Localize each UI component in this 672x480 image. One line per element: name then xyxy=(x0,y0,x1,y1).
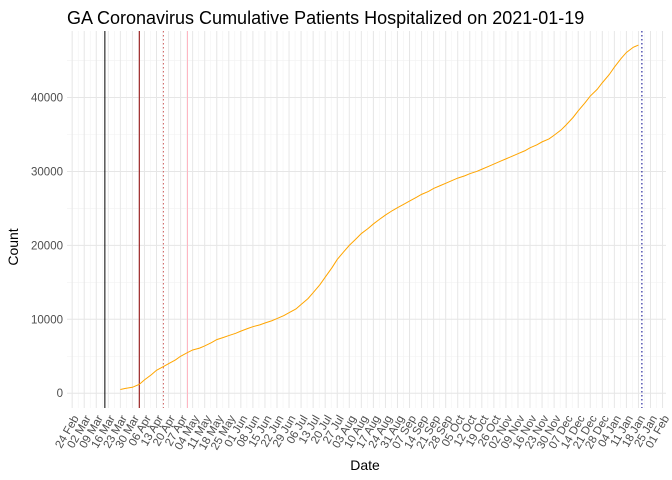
y-axis-title: Count xyxy=(5,228,21,265)
y-tick-label: 30000 xyxy=(31,166,63,178)
minor-gridlines xyxy=(67,31,666,408)
y-axis-ticks: 0 10000 20000 30000 40000 xyxy=(31,93,63,401)
y-tick-label: 40000 xyxy=(31,93,63,105)
series-line xyxy=(120,44,639,391)
x-axis-title: Date xyxy=(350,457,380,473)
chart-title: GA Coronavirus Cumulative Patients Hospi… xyxy=(67,8,584,28)
y-tick-label: 20000 xyxy=(31,240,63,252)
reference-lines xyxy=(104,31,643,408)
y-tick-label: 10000 xyxy=(31,314,63,326)
y-tick-label: 0 xyxy=(57,388,63,400)
data-series xyxy=(120,44,639,391)
major-gridlines xyxy=(67,31,666,408)
